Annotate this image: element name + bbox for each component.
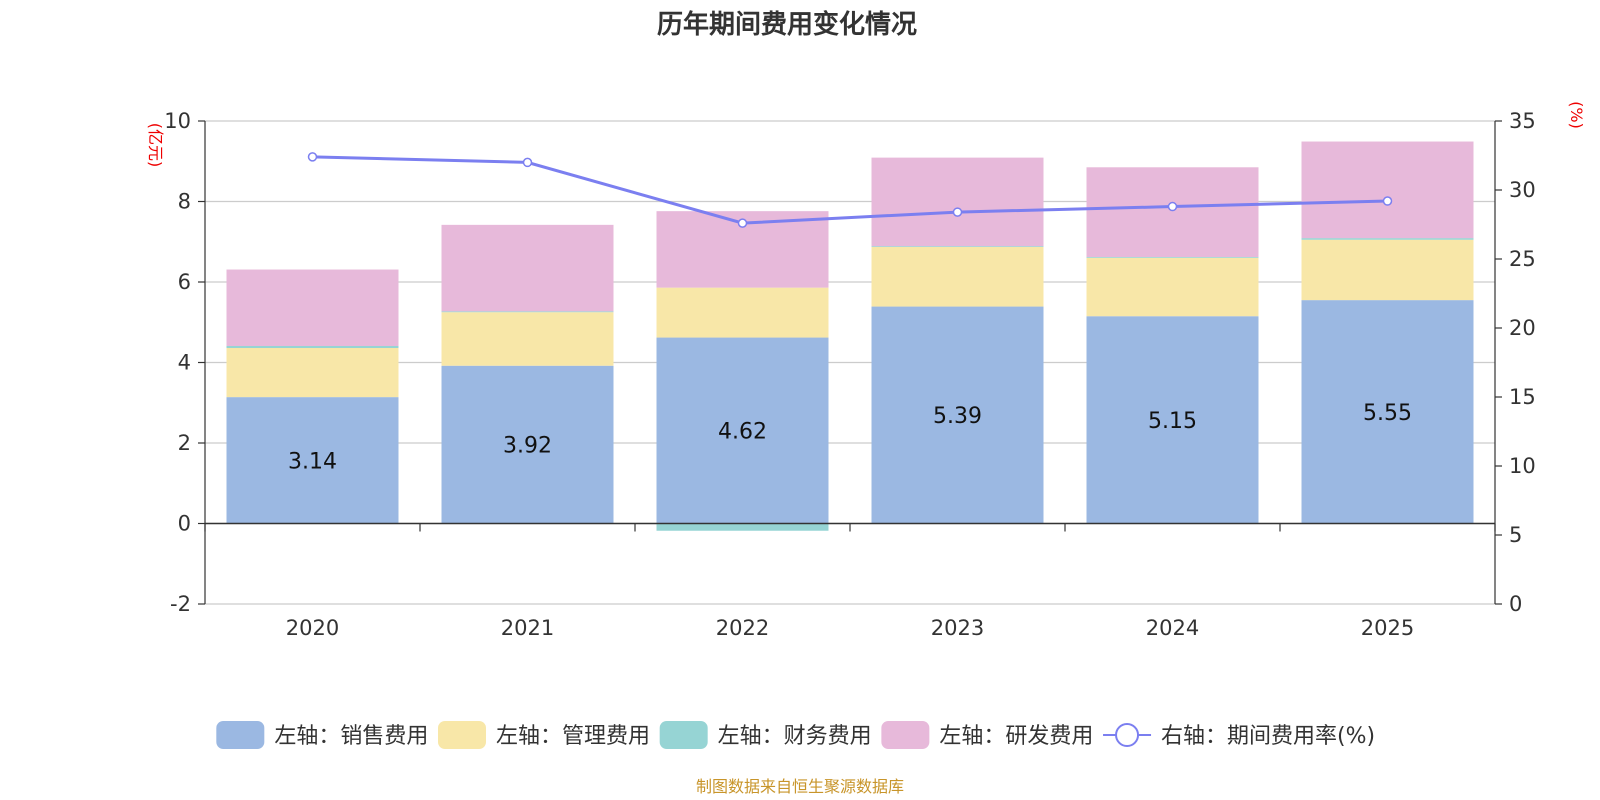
bar-segment [871,306,1044,524]
right-tick-label: 25 [1509,247,1536,271]
bar-segment [1301,238,1474,240]
right-tick-label: 20 [1509,316,1536,340]
left-tick-label: 8 [178,190,191,214]
bar-segment [226,269,399,346]
right-tick-label: 5 [1509,523,1522,547]
bar-segment [1301,239,1474,301]
legend-label: 右轴：期间费用率(%) [1161,724,1375,749]
bar-segment [871,157,1044,247]
right-tick-label: 0 [1509,592,1522,616]
bar-segment [1301,300,1474,524]
rate-point [737,218,748,228]
right-axis-unit: (%) [1567,101,1586,129]
legend-label: 左轴：销售费用 [274,724,428,749]
bar-data-label: 4.62 [718,420,767,445]
legend-circle-symbol [1115,723,1140,747]
left-axis-unit: (亿元) [146,123,165,168]
x-tick-label: 2022 [716,616,769,640]
right-tick-label: 15 [1509,385,1536,409]
left-tick-label: 4 [178,351,191,375]
bar-segment [871,246,1044,307]
bar-segment [441,365,614,524]
bar-segment [226,348,399,398]
bar-segment [656,337,829,524]
bar-data-label: 5.55 [1363,401,1412,426]
bar-segment [1086,257,1259,258]
bar-segment [226,397,399,524]
bar-segment [656,523,829,531]
rate-point [307,152,318,162]
bar-segment [1086,167,1259,258]
right-tick-label: 10 [1509,454,1536,478]
chart-title: 历年期间费用变化情况 [657,9,917,40]
source-note: 制图数据来自恒生聚源数据库 [696,777,904,796]
legend-swatch [438,721,486,749]
left-tick-label: 0 [178,512,191,536]
x-tick-label: 2021 [501,616,554,640]
rate-point [522,157,533,168]
bar-segment [656,287,829,338]
bar-data-label: 3.92 [503,434,552,459]
rate-line [312,155,1388,225]
legend-swatch [659,721,708,749]
bar-segment [441,312,614,366]
x-tick-label: 2024 [1146,616,1199,640]
left-tick-label: 2 [178,431,191,455]
bar-data-label: 3.14 [288,449,337,474]
right-tick-label: 35 [1509,109,1536,133]
rate-point [1167,201,1178,212]
bar-segment [441,311,614,313]
bar-segment [226,345,399,349]
legend-swatch [881,721,930,749]
legend-swatch [216,721,265,749]
legend-label: 左轴：财务费用 [718,724,872,749]
legend-label: 左轴：管理费用 [496,724,650,749]
x-tick-label: 2025 [1361,616,1414,640]
bar-data-label: 5.39 [933,404,982,429]
bar-segment [1086,257,1259,317]
left-tick-label: -2 [170,592,191,616]
bar-segment [1301,141,1474,239]
right-tick-label: 30 [1509,178,1536,202]
rate-point [1382,196,1393,206]
bar-data-label: 5.15 [1148,409,1197,434]
left-tick-label: 10 [164,109,191,133]
x-tick-label: 2020 [286,616,339,640]
rate-point [952,207,963,217]
x-tick-label: 2023 [931,616,984,640]
bar-segment [1086,316,1259,524]
bar-segment [871,246,1044,247]
left-tick-label: 6 [178,270,191,294]
bar-segment [441,224,614,312]
legend-label: 左轴：研发费用 [939,724,1093,749]
